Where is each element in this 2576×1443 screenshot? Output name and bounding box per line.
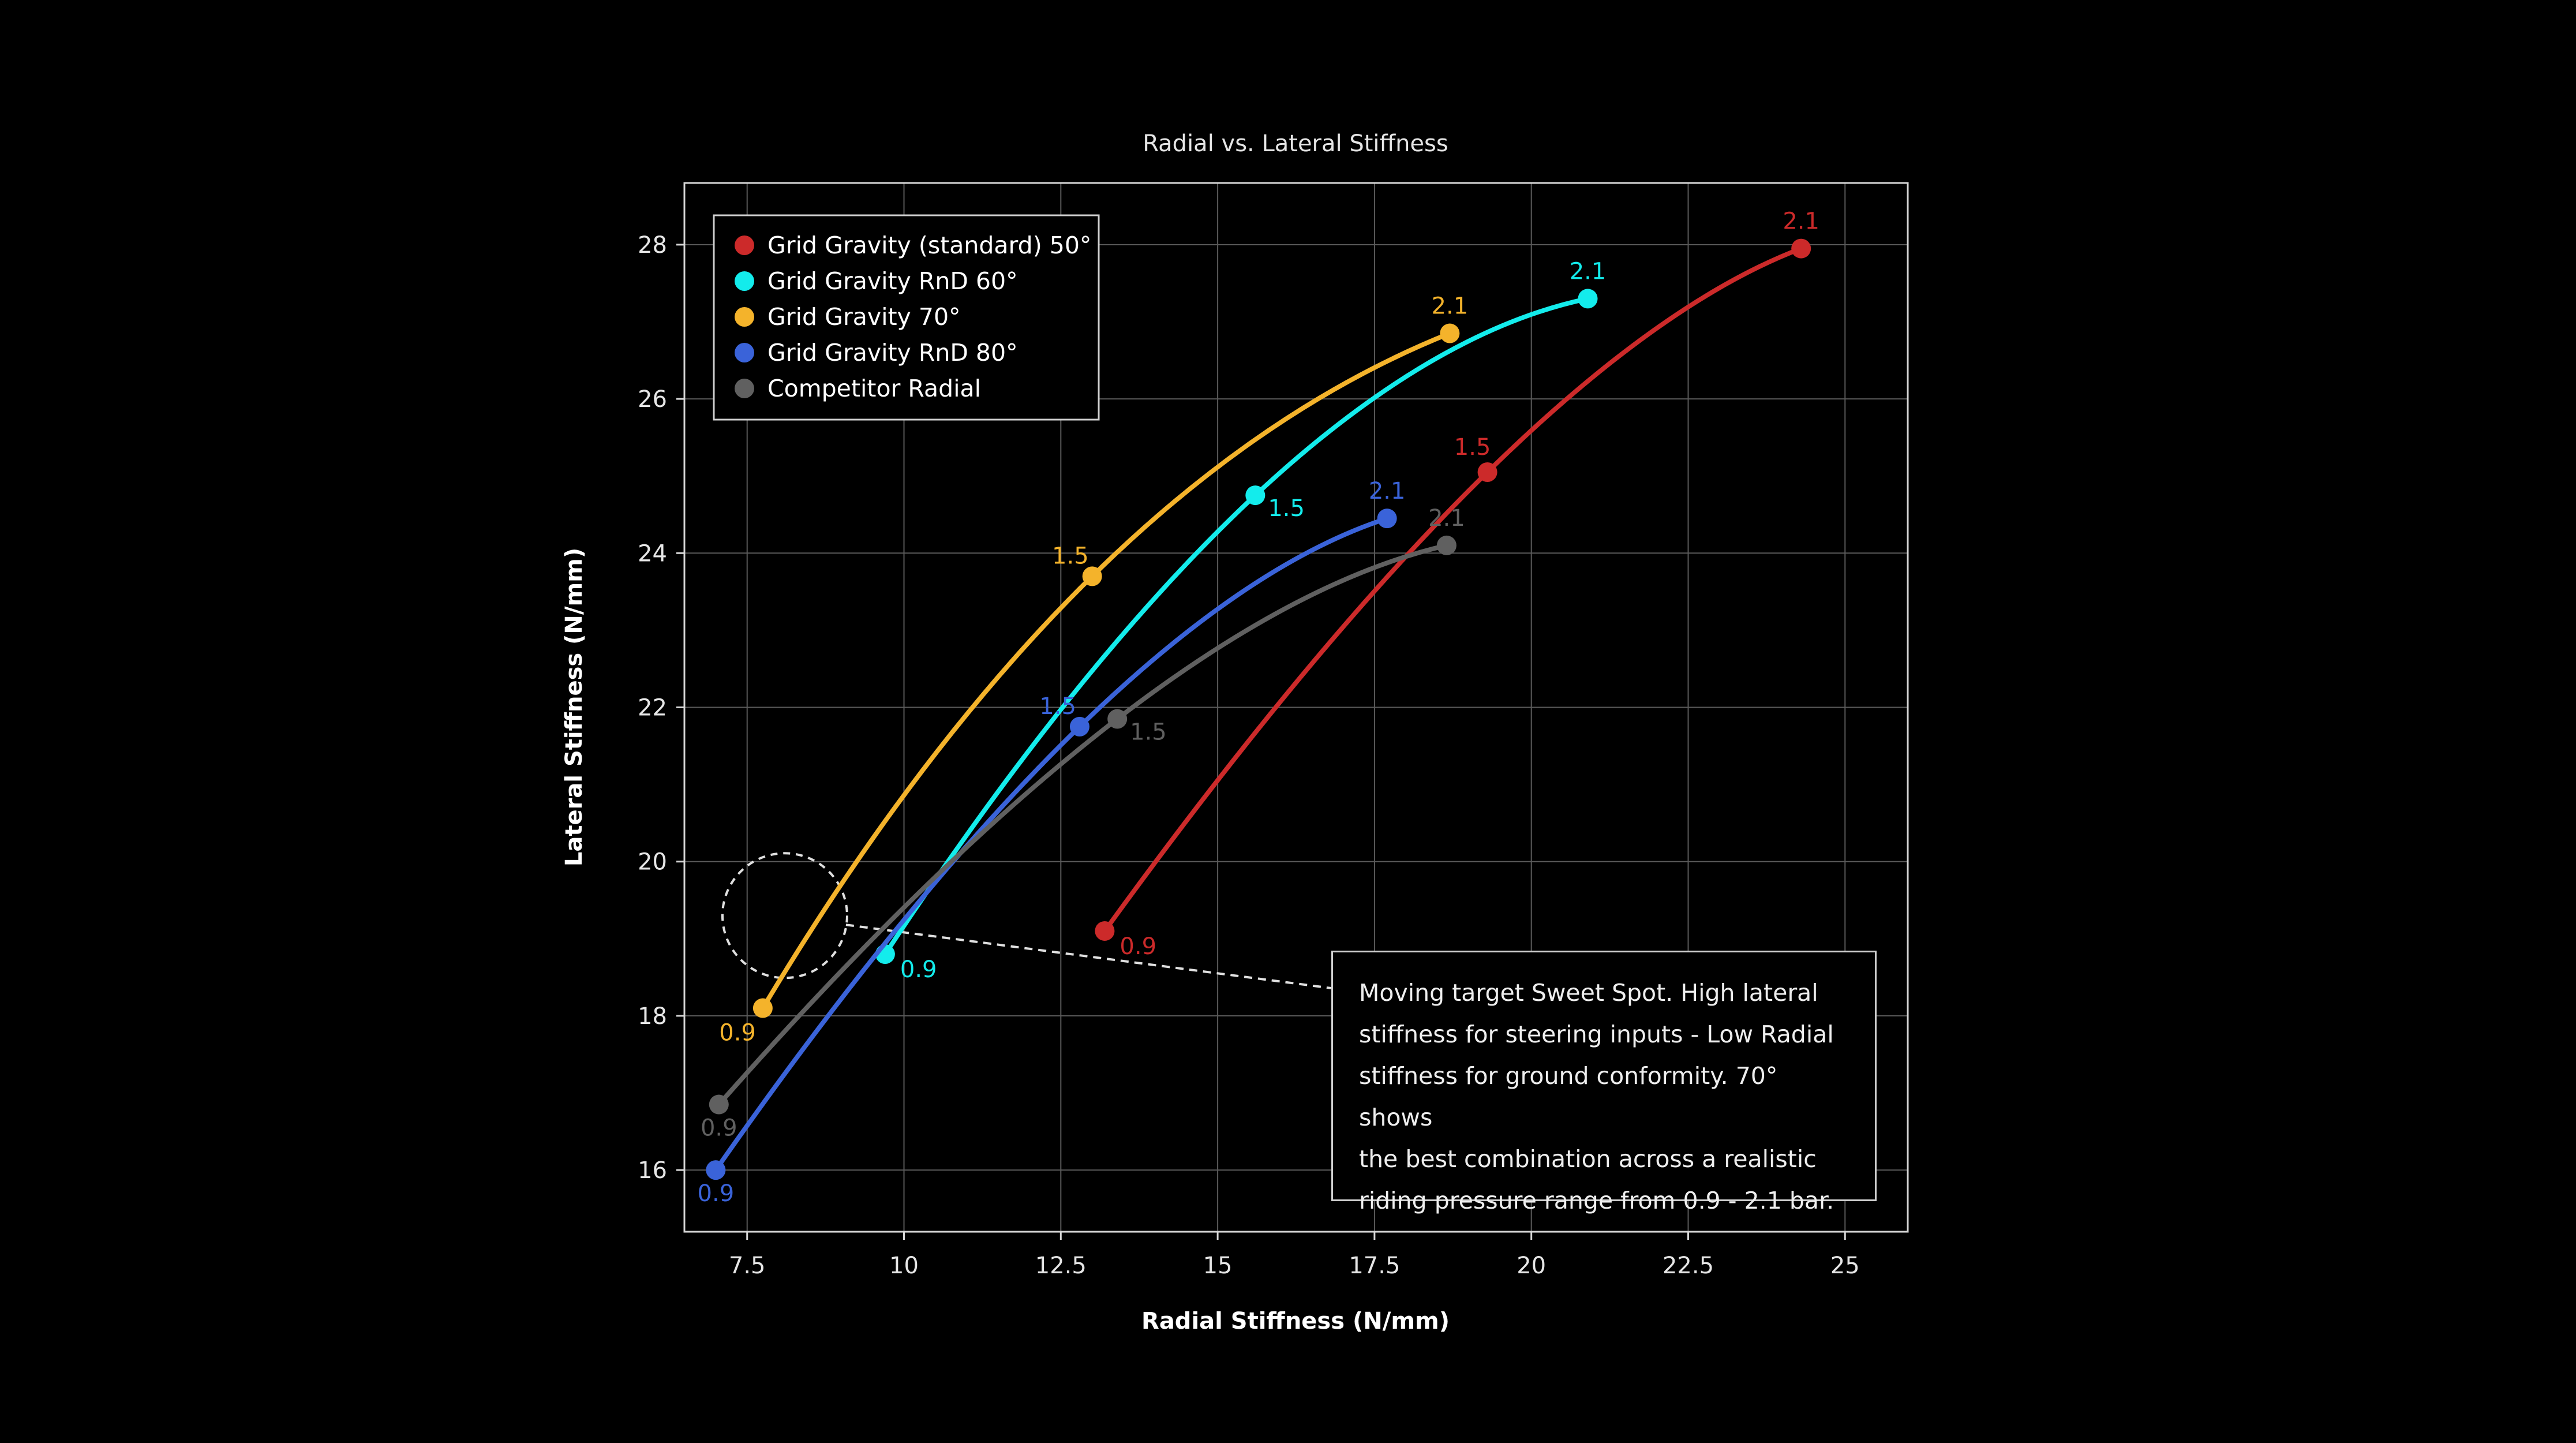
series-layer: 0.9 1.5 2.1 0.9 1.5 2.1 0.9 1.5 2.1 0.9 1.5 2.1 0.9 1… (698, 208, 1819, 1208)
point-label: 1.5 (1454, 434, 1491, 461)
tick-layer: 7.5 10 12.5 15 17.5 20 22.5 25 16 18 20 22 24 26 28 (638, 232, 1860, 1279)
point-label: 1.5 (1039, 693, 1076, 720)
y-tick-label: 24 (638, 540, 667, 567)
y-tick-label: 26 (638, 386, 667, 413)
point-label: 1.5 (1052, 543, 1089, 569)
annotation-leader-line (845, 924, 1332, 989)
legend-label: Grid Gravity (standard) 50° (767, 231, 1091, 259)
x-tick-label: 22.5 (1663, 1253, 1714, 1279)
point-label: 0.9 (698, 1180, 735, 1207)
legend-box (713, 214, 1100, 421)
data-point (1069, 716, 1089, 737)
data-point (1107, 709, 1128, 729)
point-label: 2.1 (1428, 505, 1465, 532)
legend: Grid Gravity (standard) 50° Grid Gravity … (713, 214, 1100, 421)
x-tick-label: 15 (1203, 1253, 1233, 1279)
point-label: 2.1 (1369, 478, 1406, 504)
legend-label: Grid Gravity RnD 80° (767, 339, 1018, 367)
x-tick-label: 17.5 (1349, 1253, 1400, 1279)
annotation-line: Moving target Sweet Spot. High lateral (1359, 979, 1818, 1007)
grid-layer (684, 183, 1908, 1232)
data-point (1436, 535, 1457, 555)
point-label: 0.9 (1119, 933, 1156, 960)
data-point (1095, 921, 1115, 941)
data-point (1245, 485, 1265, 506)
annotation-line: the best combination across a realistic (1359, 1145, 1817, 1173)
data-point (709, 1094, 729, 1115)
data-point (1477, 462, 1497, 483)
legend-label: Grid Gravity 70° (767, 303, 961, 331)
legend-label: Competitor Radial (767, 375, 981, 402)
annotation-line: stiffness for ground conformity. 70° sho… (1359, 1062, 1778, 1131)
annotation-line: stiffness for steering inputs - Low Radi… (1359, 1020, 1834, 1048)
sweet-spot-circle (721, 852, 848, 980)
data-point (706, 1160, 726, 1180)
y-tick-label: 20 (638, 849, 667, 876)
x-tick-label: 10 (889, 1253, 919, 1279)
y-tick-label: 16 (638, 1157, 667, 1184)
point-label: 0.9 (719, 1020, 756, 1046)
data-point (1791, 238, 1811, 259)
annotation-line: riding pressure range from 0.9 - 2.1 bar… (1359, 1187, 1834, 1214)
legend-marker (735, 343, 754, 362)
y-tick-label: 18 (638, 1003, 667, 1030)
y-tick-label: 28 (638, 232, 667, 259)
legend-marker (735, 379, 754, 398)
x-tick-label: 20 (1517, 1253, 1546, 1279)
legend-items: Grid Gravity (standard) 50° Grid Gravity … (735, 231, 1091, 402)
x-tick-label: 25 (1830, 1253, 1860, 1279)
chart-title: Radial vs. Lateral Stiffness (1143, 130, 1448, 157)
data-point (1377, 509, 1397, 529)
point-label: 1.5 (1130, 719, 1167, 746)
point-label: 1.5 (1268, 495, 1305, 522)
data-point (752, 998, 773, 1018)
data-point (1440, 323, 1460, 343)
data-point (1082, 566, 1102, 586)
point-label: 2.1 (1570, 258, 1607, 285)
point-label: 0.9 (701, 1115, 737, 1142)
legend-marker (735, 271, 754, 291)
point-label: 2.1 (1783, 208, 1819, 235)
data-point (1578, 289, 1598, 309)
point-label: 0.9 (900, 956, 937, 983)
legend-label: Grid Gravity RnD 60° (767, 267, 1018, 295)
x-tick-label: 12.5 (1035, 1253, 1087, 1279)
legend-marker (735, 235, 754, 255)
annotation-layer (721, 852, 1332, 989)
y-axis-label: Lateral Stiffness (N/mm) (561, 548, 587, 866)
legend-marker (735, 307, 754, 327)
annotation-box: Moving target Sweet Spot. High lateral s… (1331, 951, 1877, 1214)
x-tick-label: 7.5 (729, 1253, 766, 1279)
y-tick-label: 22 (638, 695, 667, 722)
point-label: 2.1 (1432, 293, 1469, 320)
x-axis-label: Radial Stiffness (N/mm) (1141, 1308, 1450, 1334)
